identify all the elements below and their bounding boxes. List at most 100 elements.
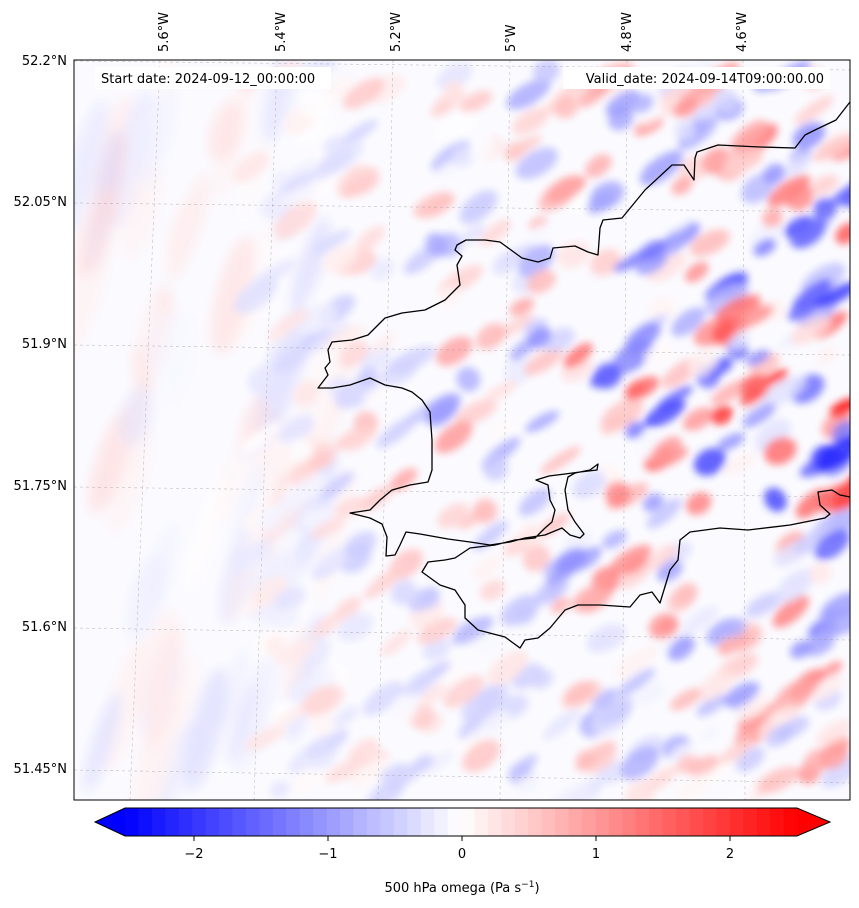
omega-cell xyxy=(677,117,718,151)
omega-cell xyxy=(478,710,511,738)
colorbar-segment xyxy=(219,808,233,836)
lon-tick-label: 4.6°W xyxy=(735,12,750,52)
omega-cell xyxy=(795,488,830,519)
colorbar-segment xyxy=(232,808,247,836)
omega-cell xyxy=(809,174,839,196)
omega-cell xyxy=(642,493,664,512)
omega-cell xyxy=(74,236,111,368)
omega-cell xyxy=(208,101,243,162)
omega-cell xyxy=(640,150,683,186)
omega-cell xyxy=(211,236,256,355)
omega-cell xyxy=(334,427,364,451)
omega-cell xyxy=(436,336,473,366)
omega-cell xyxy=(417,617,458,645)
colorbar-tick-label: 1 xyxy=(592,847,600,862)
omega-cell xyxy=(83,692,122,793)
omega-cell xyxy=(254,259,297,286)
colorbar-tick-label: −1 xyxy=(318,847,337,862)
omega-cell xyxy=(476,323,506,350)
colorbar-segment xyxy=(165,808,180,836)
omega-cell xyxy=(812,134,850,162)
colorbar-segment xyxy=(770,808,784,836)
omega-cell xyxy=(484,380,519,402)
omega-cell xyxy=(630,93,654,114)
colorbar-segments xyxy=(125,808,798,836)
omega-cell xyxy=(681,605,719,635)
omega-cell xyxy=(230,547,273,574)
omega-cell xyxy=(119,162,163,261)
omega-cell xyxy=(227,681,258,763)
omega-cell xyxy=(745,592,782,618)
omega-cell xyxy=(644,343,675,367)
colorbar-tick-label: 2 xyxy=(726,847,734,862)
omega-cell xyxy=(128,285,159,351)
omega-cell xyxy=(304,643,331,662)
omega-cell xyxy=(722,453,757,476)
omega-cell xyxy=(831,477,850,510)
omega-cell xyxy=(737,692,771,720)
omega-cell xyxy=(685,492,712,516)
omega-cell xyxy=(713,88,739,114)
colorbar-segment xyxy=(756,808,771,836)
omega-cell xyxy=(624,322,661,355)
omega-cell xyxy=(809,562,832,585)
colorbar-segment xyxy=(743,808,758,836)
colorbar-segment xyxy=(541,808,556,836)
colorbar-segment xyxy=(393,808,408,836)
omega-cell xyxy=(515,147,559,180)
omega-cell xyxy=(674,120,696,142)
omega-cell xyxy=(472,630,509,658)
omega-cell xyxy=(325,756,370,783)
omega-cell xyxy=(625,421,646,439)
omega-cell xyxy=(310,517,345,539)
coastline-pembrokeshire xyxy=(317,101,850,649)
omega-cell xyxy=(126,554,166,641)
omega-cell xyxy=(342,77,385,110)
colorbar-segment xyxy=(353,808,368,836)
omega-cell xyxy=(589,181,625,210)
omega-cell xyxy=(460,224,486,244)
omega-cell xyxy=(300,88,332,118)
omega-cell xyxy=(144,624,184,752)
omega-cell xyxy=(740,385,764,407)
omega-cell xyxy=(540,446,582,475)
omega-cell xyxy=(688,350,718,377)
omega-cell xyxy=(586,623,626,653)
omega-cell xyxy=(334,496,367,518)
omega-cell xyxy=(287,438,311,462)
colorbar-segment xyxy=(662,808,677,836)
omega-cell xyxy=(590,248,621,277)
omega-cell xyxy=(357,367,379,387)
colorbar-segment xyxy=(125,808,139,836)
colorbar-segment xyxy=(676,808,690,836)
omega-cell xyxy=(461,686,503,722)
lat-axis: 52.2°N 52.05°N 51.9°N 51.75°N 51.6°N 51.… xyxy=(14,54,67,777)
omega-cell xyxy=(764,369,789,385)
omega-cell xyxy=(602,530,627,549)
colorbar-outline xyxy=(93,807,832,837)
omega-cell xyxy=(762,208,783,228)
omega-cell xyxy=(812,676,844,702)
colorbar-segment xyxy=(689,808,704,836)
omega-cell xyxy=(532,60,560,84)
colorbar-segment xyxy=(407,808,422,836)
omega-cell xyxy=(500,594,541,627)
omega-cell xyxy=(274,341,312,374)
omega-cell xyxy=(280,144,318,173)
colorbar-segment xyxy=(420,808,435,836)
omega-cell xyxy=(358,485,394,513)
omega-cell xyxy=(715,294,761,323)
omega-cell xyxy=(436,62,473,91)
omega-cell xyxy=(721,146,763,175)
omega-cell xyxy=(469,136,495,161)
omega-cell xyxy=(634,680,666,707)
omega-cell xyxy=(763,437,797,465)
omega-cell xyxy=(273,587,306,611)
omega-cell xyxy=(388,694,420,720)
omega-cell xyxy=(138,82,178,189)
omega-cell xyxy=(106,423,153,536)
colorbar-segment xyxy=(340,808,354,836)
omega-cell xyxy=(414,754,435,771)
colorbar-segment xyxy=(568,808,583,836)
omega-cell xyxy=(479,579,506,601)
